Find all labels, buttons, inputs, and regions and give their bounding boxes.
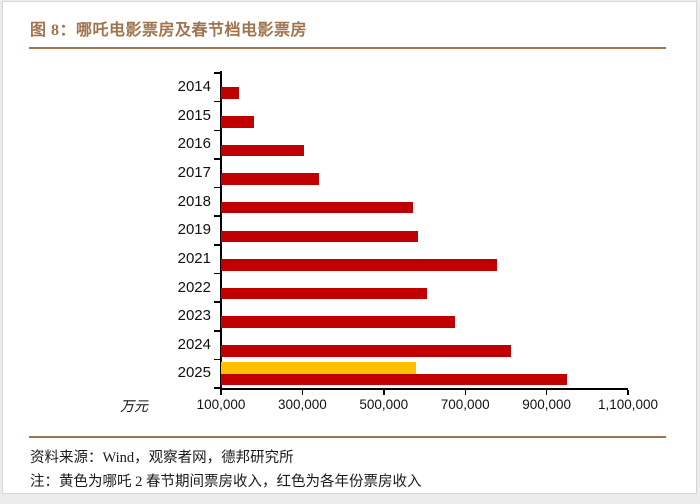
y-axis-label-2018: 2018 <box>177 192 211 210</box>
bar-2018-annual <box>221 201 414 214</box>
note-text: 注：黄色为哪吒 2 春节期间票房收入，红色为各年份票房收入 <box>30 474 422 490</box>
bar-2024-annual <box>221 345 511 357</box>
y-axis-tick <box>214 358 220 361</box>
y-axis-label-2023: 2023 <box>177 307 211 325</box>
figure-panel <box>2 1 697 494</box>
source-text: 资料来源：Wind，观察者网，德邦研究所 <box>30 450 294 466</box>
y-axis-tick <box>214 129 220 131</box>
bar-2016-annual <box>221 144 305 157</box>
bar-2025-annual <box>221 373 567 386</box>
y-axis-line <box>220 71 222 389</box>
bar-2017-annual <box>221 173 319 185</box>
bar-2022-annual <box>221 287 427 300</box>
y-axis-tick <box>214 301 220 303</box>
y-axis-tick <box>214 244 220 246</box>
y-axis-label-2015: 2015 <box>177 106 211 124</box>
x-axis-label-700000: 700,000 <box>440 397 490 412</box>
x-axis-label-100000: 100,000 <box>196 397 246 412</box>
x-axis-label-1100000: 1,100,000 <box>597 397 659 412</box>
y-axis-label-2016: 2016 <box>177 135 211 153</box>
x-axis-tick <box>383 389 385 395</box>
x-axis-tick <box>301 389 304 395</box>
x-axis-tick <box>545 389 548 395</box>
y-axis-label-2024: 2024 <box>177 335 211 353</box>
y-axis-tick <box>214 215 220 217</box>
bar-2025-nezha2 <box>221 362 416 374</box>
footer-separator-rule <box>29 436 666 438</box>
y-axis-tick <box>214 272 220 275</box>
x-axis-label-300000: 300,000 <box>277 397 327 412</box>
y-axis-label-2022: 2022 <box>177 278 211 296</box>
y-axis-label-2021: 2021 <box>177 249 211 267</box>
bar-2019-annual <box>221 230 418 242</box>
axis-unit-label: 万元 <box>120 400 148 415</box>
y-axis-label-2017: 2017 <box>177 163 211 181</box>
x-axis-tick <box>627 389 629 395</box>
x-axis-label-900000: 900,000 <box>522 397 571 412</box>
bar-2021-annual <box>221 259 497 271</box>
title-separator-rule <box>29 47 666 49</box>
y-axis-tick <box>214 186 220 189</box>
x-axis-tick <box>464 389 466 395</box>
bar-2023-annual <box>221 316 455 328</box>
y-axis-label-2014: 2014 <box>177 78 211 95</box>
y-axis-tick <box>214 100 220 103</box>
y-axis-label-2019: 2019 <box>177 221 211 239</box>
y-axis-tick <box>214 387 220 389</box>
y-axis-tick <box>214 158 220 160</box>
bar-2015-annual <box>221 116 254 128</box>
bar-2014-annual <box>221 87 240 99</box>
figure-title: 图 8：哪吒电影票房及春节档电影票房 <box>30 22 308 39</box>
y-axis-label-2025: 2025 <box>177 364 211 382</box>
x-axis-line <box>220 387 628 390</box>
x-axis-label-500000: 500,000 <box>359 397 409 412</box>
x-axis-tick <box>220 389 222 395</box>
y-axis-tick <box>214 330 220 332</box>
y-axis-tick <box>214 72 220 74</box>
